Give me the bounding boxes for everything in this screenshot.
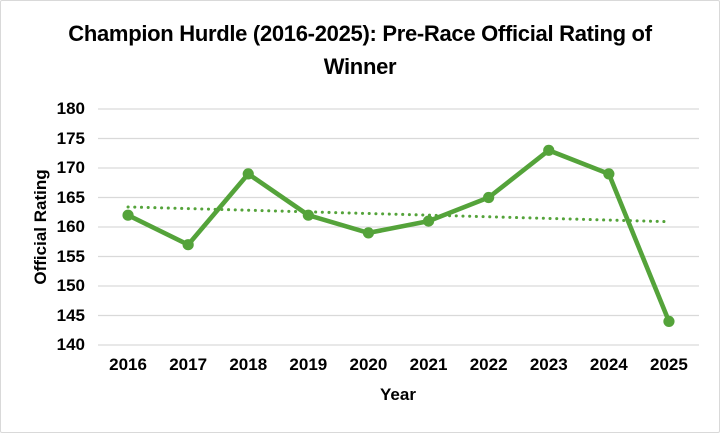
x-tick-label: 2019	[289, 355, 328, 374]
x-tick-label: 2023	[529, 355, 568, 374]
data-point-marker	[122, 209, 134, 221]
x-axis-title: Year	[380, 385, 416, 404]
data-point-marker	[483, 191, 495, 204]
y-tick-label: 175	[56, 128, 85, 148]
x-tick-label: 2020	[349, 355, 388, 374]
data-point-marker	[182, 239, 194, 251]
x-tick-label: 2022	[469, 355, 508, 374]
data-point-marker	[242, 168, 254, 180]
x-tick-label: 2024	[589, 355, 628, 374]
data-point-marker	[302, 209, 314, 221]
y-tick-label: 165	[56, 187, 85, 207]
y-tick-label: 150	[56, 276, 85, 295]
data-point-marker	[663, 315, 675, 327]
data-point-marker	[422, 215, 435, 227]
data-point-marker	[362, 227, 375, 239]
x-tick-label: 2016	[109, 355, 147, 374]
x-tick-label: 2017	[169, 355, 208, 374]
data-point-marker	[543, 144, 555, 156]
chart-title: Champion Hurdle (2016-2025): Pre-Race Of…	[68, 21, 652, 79]
y-tick-label: 160	[56, 217, 85, 236]
x-tick-label: 2018	[229, 355, 268, 374]
y-tick-label: 155	[56, 246, 85, 266]
y-tick-label: 180	[56, 99, 85, 118]
y-tick-label: 145	[56, 305, 85, 325]
y-tick-label: 140	[56, 335, 85, 354]
x-tick-label: 2021	[409, 355, 448, 374]
data-point-marker	[603, 168, 615, 180]
series-line	[125, 148, 672, 324]
y-tick-label: 170	[56, 158, 85, 177]
x-tick-label: 2025	[650, 355, 688, 374]
